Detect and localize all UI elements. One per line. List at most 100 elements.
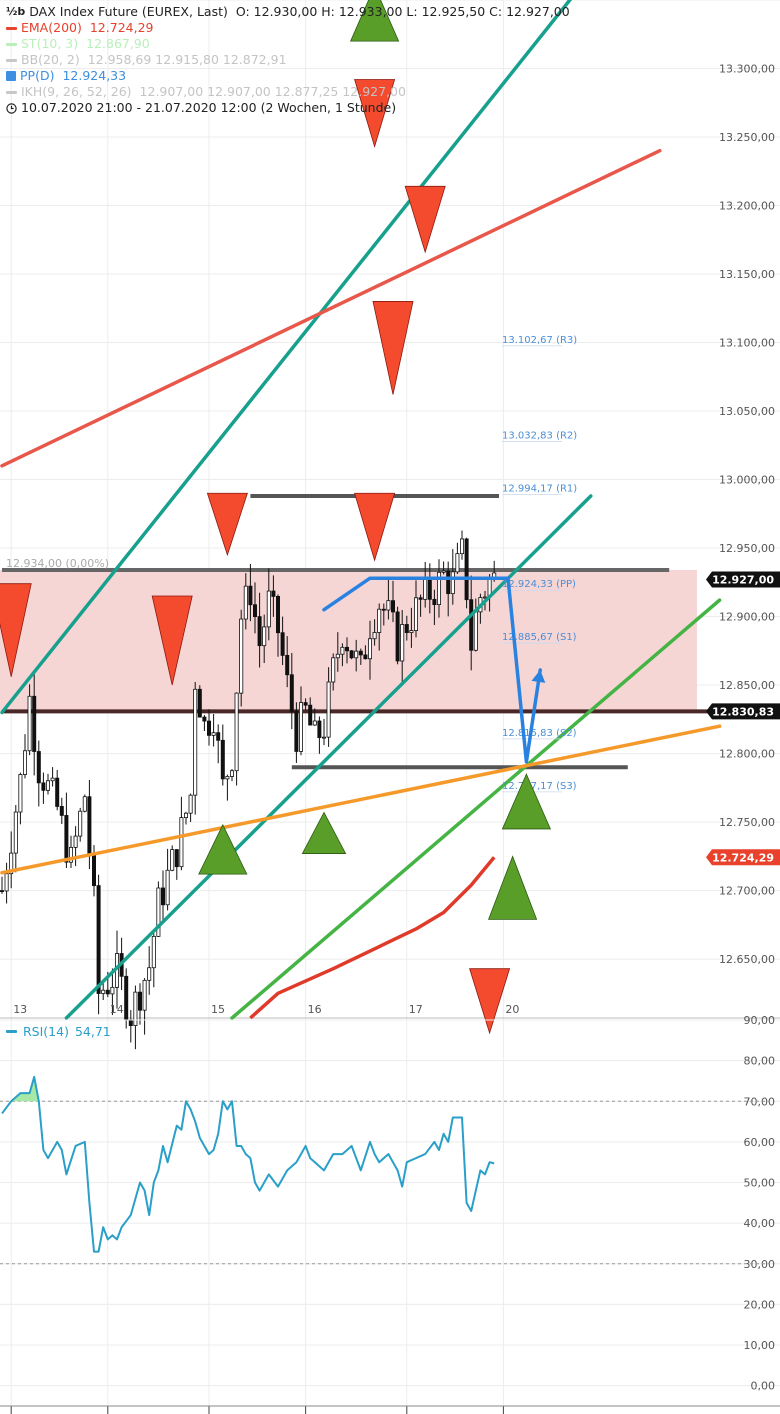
candle-body xyxy=(432,598,437,606)
candle-body xyxy=(50,777,55,782)
candle-body xyxy=(101,989,106,994)
candle-body xyxy=(170,849,175,871)
legend-label: PP(D) xyxy=(20,68,55,83)
legend-swatch xyxy=(6,71,16,81)
candle-body xyxy=(294,710,299,752)
forecast-path xyxy=(322,576,542,764)
candle-body xyxy=(409,630,414,634)
sell-signal-triangle xyxy=(372,301,414,395)
candle-body xyxy=(464,538,469,601)
candle-body xyxy=(179,817,184,868)
pivot-label: 12.924,33 (PP) xyxy=(502,579,576,590)
legend-title-row: ½b DAX Index Future (EUREX, Last) O: 12.… xyxy=(6,4,570,20)
forecast-arrow xyxy=(322,576,546,764)
price-tick-label: 12.900,00 xyxy=(719,611,775,624)
candle-body xyxy=(298,702,303,752)
sell-signal-triangle xyxy=(354,79,396,149)
candle-body xyxy=(381,608,386,611)
candle-body xyxy=(386,600,391,611)
legend-swatch xyxy=(6,90,17,94)
price-tick-label: 13.200,00 xyxy=(719,200,775,213)
buy-signal-triangle xyxy=(349,0,400,42)
candle-body xyxy=(87,796,92,854)
legend-value: 12.958,69 12.915,80 12.872,91 xyxy=(87,52,287,67)
buy-signal-triangle xyxy=(488,855,538,920)
chart-legend: ½b DAX Index Future (EUREX, Last) O: 12.… xyxy=(6,4,570,116)
buy-signal-triangle xyxy=(501,773,552,830)
candle-body xyxy=(243,585,248,620)
candle-body xyxy=(372,632,377,640)
candle-body xyxy=(317,720,322,738)
candle-body xyxy=(257,616,262,647)
candle-body xyxy=(363,654,368,660)
candle-body xyxy=(349,650,354,659)
ema-200-line xyxy=(249,856,496,1020)
rsi-tick-label: 0,00 xyxy=(751,1380,776,1393)
rsi-legend: RSI(14) 54,71 xyxy=(6,1024,111,1039)
price-badges: 12.927,00 12.830,83 12.724,29 xyxy=(706,571,780,866)
pivot-label: 13.032,83 (R2) xyxy=(502,431,577,442)
period-text: 10.07.2020 21:00 - 21.07.2020 12:00 (2 W… xyxy=(21,100,397,115)
candle-body xyxy=(303,702,308,706)
candle-body xyxy=(59,806,64,816)
sell-signal-triangle xyxy=(151,595,193,686)
rsi-tick-label: 80,00 xyxy=(744,1055,776,1068)
clock-icon xyxy=(6,102,17,114)
candle-body xyxy=(285,655,290,676)
candle-body xyxy=(248,585,253,606)
sell-signal-triangle xyxy=(354,492,396,562)
rsi-swatch xyxy=(6,1030,17,1033)
rsi-value: 54,71 xyxy=(74,1024,111,1039)
rsi-tick-label: 60,00 xyxy=(744,1136,776,1149)
trend-line-teal-upper xyxy=(0,0,573,715)
legend-row: IKH(9, 26, 52, 26) 12.907,00 12.907,00 12… xyxy=(6,84,570,100)
candle-body xyxy=(225,776,230,780)
candle-body xyxy=(105,989,110,995)
candle-body xyxy=(441,570,446,573)
price-badge xyxy=(706,849,780,866)
buy-signal-triangle xyxy=(301,811,347,854)
candle-body xyxy=(92,852,97,886)
trend-lines xyxy=(0,0,722,1020)
candle-body xyxy=(367,638,372,660)
price-tick-label: 12.700,00 xyxy=(719,885,775,898)
pivot-label: 12.885,67 (S1) xyxy=(502,632,577,643)
candle-body xyxy=(55,777,60,807)
ohlc-values: O: 12.930,00 H: 12.933,00 L: 12.925,50 C… xyxy=(235,4,570,19)
candle-body xyxy=(358,650,363,656)
candle-body xyxy=(473,611,478,651)
candle-body xyxy=(469,599,474,651)
candle-body xyxy=(308,704,313,726)
candle-body xyxy=(459,538,464,555)
candle-body xyxy=(46,780,51,791)
signal-triangles xyxy=(0,0,552,1035)
candle-body xyxy=(73,835,78,848)
price-badge-label: 12.724,29 xyxy=(712,851,774,864)
candle-body xyxy=(188,794,193,814)
candle-body xyxy=(9,852,14,875)
candle-body xyxy=(36,751,41,784)
candle-body xyxy=(275,596,280,634)
rsi-tick-label: 90,00 xyxy=(744,1014,776,1027)
candle-body xyxy=(206,720,211,736)
price-tick-label: 13.000,00 xyxy=(719,474,775,487)
trend-line-teal-lower xyxy=(64,494,593,1020)
price-badge-label: 12.830,83 xyxy=(712,705,774,718)
sell-signal-triangle xyxy=(206,492,248,557)
rsi-tick-label: 40,00 xyxy=(744,1217,776,1230)
candle-body xyxy=(234,692,239,772)
candle-body xyxy=(151,935,156,969)
legend-label: IKH(9, 26, 52, 26) xyxy=(21,84,132,99)
legend-row: EMA(200) 12.724,29 xyxy=(6,20,570,36)
candle-body xyxy=(395,611,400,662)
candle-body xyxy=(423,576,428,600)
candle-body xyxy=(280,632,285,656)
legend-value: 12.907,00 12.907,00 12.877,25 12.927,00 xyxy=(139,84,406,99)
rsi-tick-label: 70,00 xyxy=(744,1095,776,1108)
legend-value: 12.724,29 xyxy=(89,20,154,35)
price-tick-label: 13.100,00 xyxy=(719,337,775,350)
pivot-label: 12.815,83 (S2) xyxy=(502,728,577,739)
candle-body xyxy=(78,810,83,837)
candle-body xyxy=(404,624,409,634)
